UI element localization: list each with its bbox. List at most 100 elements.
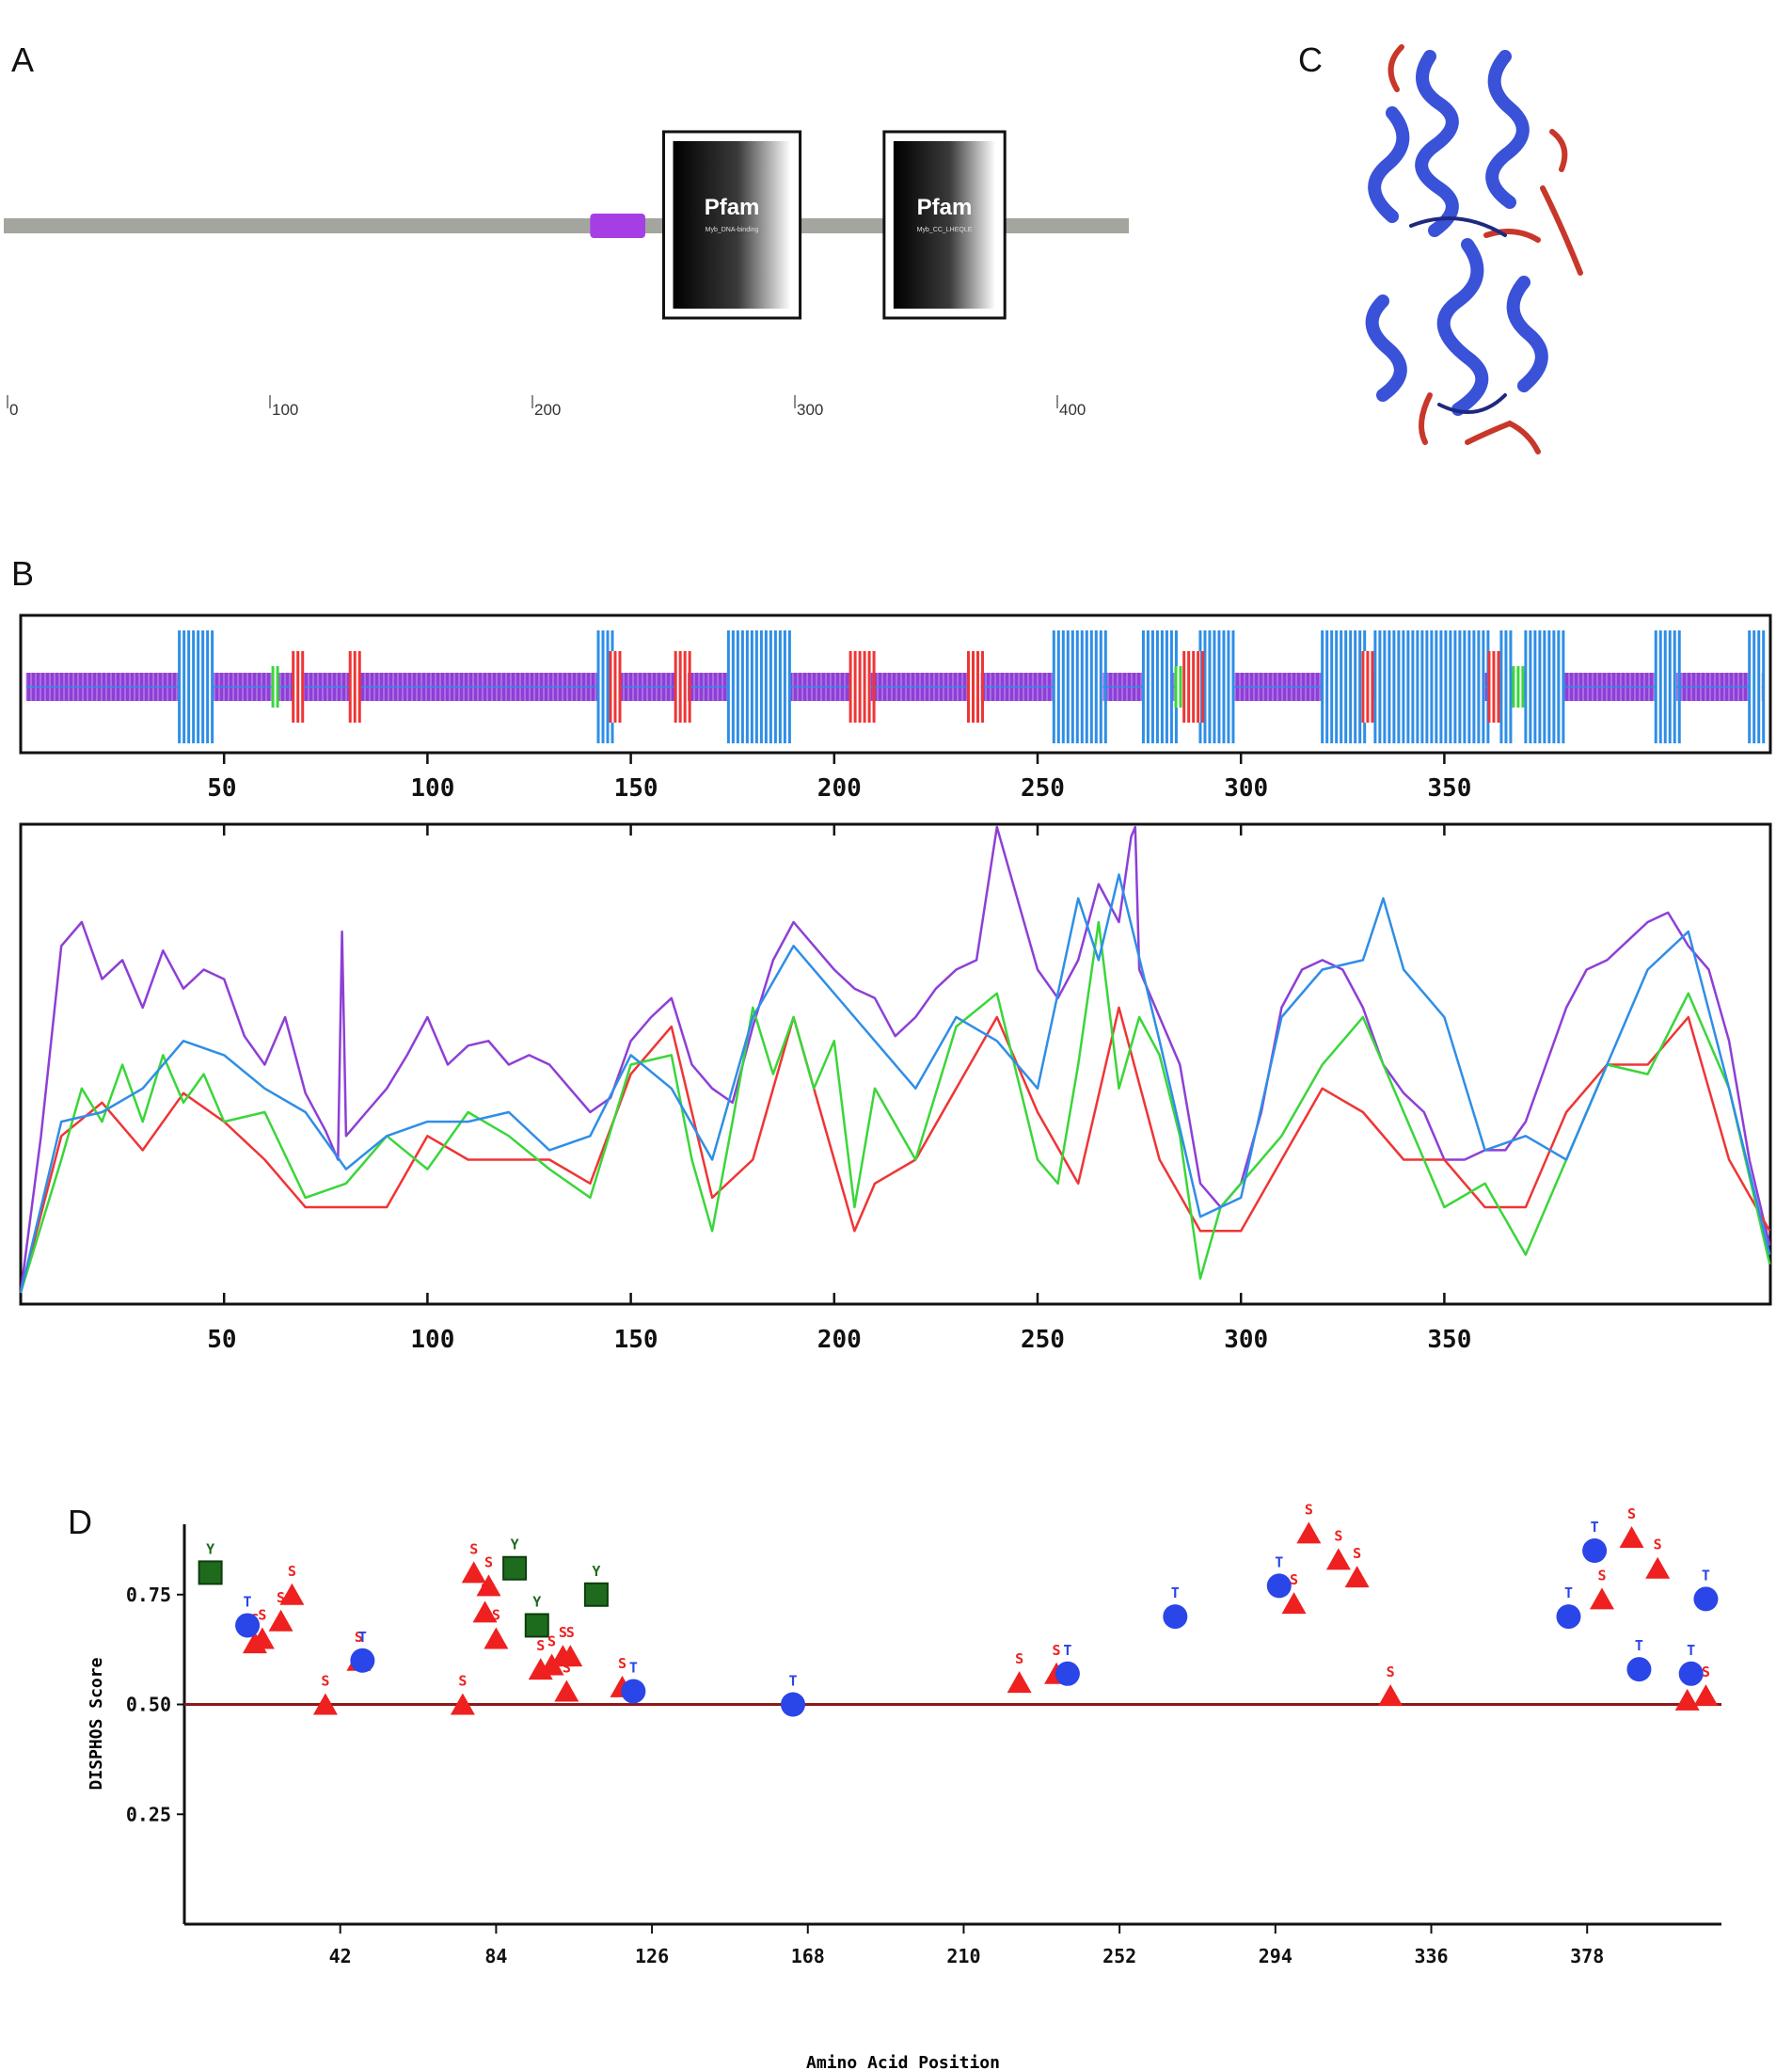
point-residue-label: S	[536, 1637, 545, 1654]
point-marker-y	[583, 1582, 609, 1607]
strand-block	[271, 666, 279, 708]
pfam-domain-subtitle: Myb_CC_LHEQLE	[917, 227, 973, 233]
point-marker-s	[1674, 1688, 1700, 1711]
helix-block	[1748, 630, 1766, 743]
x-tick-label: 378	[1570, 1945, 1604, 1967]
helix-block	[1373, 630, 1490, 743]
point-marker-s	[1693, 1684, 1719, 1707]
x-tick-label: 168	[791, 1945, 825, 1967]
y-axis-title: DISPHOS Score	[87, 1657, 106, 1790]
protein-backbone	[4, 218, 1129, 233]
point-marker-s	[1378, 1684, 1403, 1707]
secondary-structure-track: 50 100 150 200 250 300 350	[19, 613, 1772, 803]
y-tick-label: 0.25	[126, 1803, 171, 1825]
point-marker-s	[472, 1600, 498, 1623]
point-residue-label: S	[1387, 1664, 1395, 1680]
strand-block	[1512, 666, 1525, 708]
point-marker-s	[476, 1574, 501, 1597]
pfam-domain-fill	[673, 141, 791, 309]
x-tick-label: 252	[1102, 1945, 1136, 1967]
point-residue-label: T	[1635, 1637, 1643, 1654]
coil-block	[1487, 651, 1500, 723]
point-marker-s	[1619, 1526, 1644, 1549]
series-line-green	[19, 920, 1771, 1294]
domain-map: Pfam Myb_DNA-binding Pfam Myb_CC_LHEQLE 0 100…	[4, 130, 1129, 419]
point-residue-label: S	[566, 1624, 575, 1641]
helix-block	[726, 630, 791, 743]
coil-block	[1182, 651, 1205, 723]
helix-block	[178, 630, 214, 743]
axis-tick-label: 0	[9, 401, 18, 419]
axis-tick-label: 400	[1059, 401, 1086, 419]
x-tick-label: 336	[1414, 1945, 1448, 1967]
disorder-line-chart: 50 100 150 200 250 300 350	[19, 822, 1772, 1354]
point-residue-label: Y	[532, 1593, 541, 1610]
point-marker-t	[1678, 1661, 1704, 1686]
pfam-domain-label: Pfam	[917, 195, 973, 220]
strand-block-bg	[273, 666, 279, 708]
ribbon-helices	[1365, 50, 1548, 416]
helix-block	[1654, 630, 1681, 743]
track-tick-label: 350	[1427, 774, 1471, 803]
pfam-domain-subtitle: Myb_DNA-binding	[706, 227, 759, 233]
plot-tick-label: 150	[614, 1326, 658, 1354]
point-residue-label: S	[1654, 1537, 1662, 1553]
point-residue-label: T	[1591, 1519, 1599, 1536]
panel-label-d: D	[68, 1503, 92, 1541]
axis-tick-label: 100	[272, 401, 298, 419]
point-residue-label: S	[559, 1624, 567, 1641]
point-marker-s	[539, 1653, 564, 1676]
point-residue-label: S	[1015, 1650, 1023, 1667]
coil-block	[1361, 651, 1374, 723]
point-marker-t	[1582, 1538, 1608, 1564]
point-marker-y	[502, 1555, 528, 1581]
point-residue-label: T	[1564, 1584, 1573, 1601]
point-marker-s	[558, 1645, 583, 1667]
point-residue-label: S	[288, 1563, 296, 1580]
point-residue-label: S	[321, 1673, 329, 1690]
series-line-purple	[19, 825, 1771, 1294]
point-residue-label: S	[1334, 1527, 1342, 1544]
point-residue-label: T	[788, 1673, 797, 1690]
coil-block	[292, 651, 305, 723]
track-tick-label: 200	[817, 774, 862, 803]
helix-block	[596, 630, 614, 743]
series-line-blue	[19, 873, 1771, 1294]
point-marker-t	[1626, 1657, 1652, 1682]
axis-tick-label: 200	[534, 401, 561, 419]
point-marker-t	[1693, 1586, 1719, 1612]
point-marker-s	[461, 1561, 486, 1584]
point-marker-t	[621, 1679, 646, 1704]
point-marker-s	[1296, 1521, 1322, 1544]
point-residue-label: S	[547, 1632, 556, 1649]
plot-tick-label: 300	[1224, 1326, 1268, 1354]
point-residue-label: Y	[511, 1537, 519, 1553]
point-marker-t	[1266, 1573, 1292, 1599]
point-residue-label: S	[1597, 1567, 1606, 1584]
point-residue-label: Y	[206, 1540, 214, 1557]
x-tick-label: 210	[946, 1945, 980, 1967]
point-marker-s	[268, 1609, 293, 1632]
y-tick-label: 0.75	[126, 1584, 171, 1606]
point-residue-label: T	[244, 1593, 252, 1610]
panel-label-b: B	[11, 554, 34, 593]
point-residue-label: T	[629, 1659, 638, 1676]
panel-label-c: C	[1298, 40, 1323, 79]
pfam-domain-fill	[893, 141, 996, 309]
point-residue-label: S	[1627, 1505, 1636, 1522]
point-marker-t	[1163, 1604, 1188, 1630]
coil-block	[609, 651, 622, 723]
point-marker-s	[1645, 1556, 1671, 1579]
point-residue-label: S	[618, 1655, 626, 1672]
point-marker-s	[249, 1627, 275, 1649]
point-residue-label: S	[277, 1589, 285, 1606]
point-residue-label: S	[492, 1606, 500, 1623]
helix-block	[1052, 630, 1107, 743]
coil-block	[348, 651, 361, 723]
motif-box	[590, 214, 645, 238]
point-marker-s	[1589, 1587, 1614, 1610]
plot-tick-label: 250	[1021, 1326, 1065, 1354]
point-residue-label: S	[458, 1673, 467, 1690]
